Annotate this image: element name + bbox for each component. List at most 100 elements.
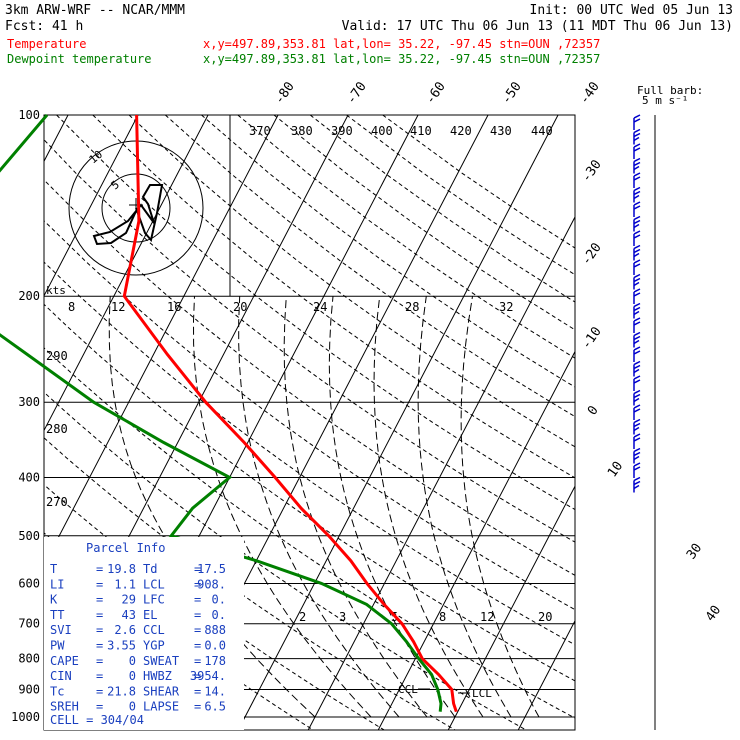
wind-barb <box>633 331 641 348</box>
parcel-equals-sign: = <box>96 608 103 622</box>
parcel-equals-sign: = <box>194 684 201 698</box>
barb-legend-line1: Full barb: <box>637 84 703 97</box>
hodograph-speed-tick: 16 <box>167 300 181 314</box>
moist-adiabat-line <box>328 296 456 718</box>
mixing-ratio-tick: 20 <box>538 610 552 624</box>
wind-barb <box>633 375 641 391</box>
parcel-param-name: CCL <box>143 623 165 637</box>
pressure-label-800: 800 <box>18 652 40 666</box>
hodograph-speed-tick: 8 <box>68 300 75 314</box>
wind-barb <box>633 230 641 246</box>
wind-barb <box>633 404 641 420</box>
wind-barb <box>633 128 641 145</box>
theta-tick: 380 <box>291 124 313 138</box>
parcel-param-name: Td <box>143 562 157 576</box>
parcel-param-name: SWEAT <box>143 654 179 668</box>
parcel-equals-sign: = <box>96 593 103 607</box>
parcel-info-row: Tc 21.8 SHEAR 14.= = <box>50 684 226 698</box>
dewpoint-legend-label: Dewpoint temperature <box>7 52 152 66</box>
parcel-param-value: 908. <box>197 577 226 591</box>
parcel-equals-sign: = <box>194 608 201 622</box>
hodograph-speed-tick: 20 <box>233 300 247 314</box>
wind-barb <box>633 317 641 333</box>
parcel-info-row: CIN 0 HWBZ 3954.= = <box>50 669 226 683</box>
parcel-param-value: 14. <box>204 684 226 698</box>
hodograph-trace <box>92 184 164 246</box>
dewpoint-location: x,y=497.89,353.81 lat,lon= 35.22, -97.45… <box>203 52 600 66</box>
hodograph-speed-tick: 32 <box>499 300 513 314</box>
wind-barb <box>633 476 641 493</box>
isotherm-line <box>307 215 575 730</box>
pressure-label-200: 200 <box>18 289 40 303</box>
theta-tick: 370 <box>249 124 271 138</box>
model-title: 3km ARW-WRF -- NCAR/MMM <box>5 3 185 18</box>
mixing-ratio-tick: 3 <box>339 610 346 624</box>
parcel-equals-sign: = <box>96 623 103 637</box>
parcel-param-name: EL <box>143 608 157 622</box>
isotherm-line <box>447 485 575 730</box>
parcel-param-value: 0 <box>129 654 136 668</box>
parcel-param-name: HWBZ <box>143 669 172 683</box>
isotherm-line <box>237 115 559 730</box>
wind-barb <box>633 389 641 406</box>
parcel-equals-sign: = <box>96 577 103 591</box>
dewpoint-profile <box>0 114 443 712</box>
parcel-param-value: 2.6 <box>114 623 136 637</box>
mixing-ratio-tick: 12 <box>480 610 494 624</box>
wind-barb <box>633 172 641 188</box>
parcel-param-name: PW <box>50 639 65 653</box>
wind-barb <box>633 418 641 435</box>
dry-adiabat-line <box>44 261 575 646</box>
parcel-info-cell: CELL = 304/04 <box>50 713 144 727</box>
parcel-equals-sign: = <box>96 684 103 698</box>
init-time: Init: 00 UTC Wed 05 Jun 13 <box>530 3 734 18</box>
theta-tick: 420 <box>450 124 472 138</box>
parcel-equals-sign: = <box>194 562 201 576</box>
lcl-marker-label: LCL <box>472 687 492 700</box>
mixing-ratio-tick: 2 <box>299 610 306 624</box>
dry-adiabat-line <box>44 139 575 543</box>
parcel-info-row: T 19.8 Td 17.5= = <box>50 562 226 576</box>
parcel-equals-sign: = <box>96 654 103 668</box>
pressure-label-900: 900 <box>18 682 40 696</box>
right-temp-tick: 40 <box>703 603 724 624</box>
wind-barb <box>633 201 641 217</box>
parcel-info-title: Parcel Info <box>86 541 165 555</box>
parcel-param-name: LFC <box>143 593 165 607</box>
theta-tick: 410 <box>410 124 432 138</box>
wind-barb <box>633 244 641 261</box>
pressure-label-700: 700 <box>18 617 40 631</box>
wind-barb <box>633 114 641 130</box>
wind-barb <box>633 462 641 478</box>
hodograph-speed-tick: 24 <box>313 300 327 314</box>
theta-tick: 440 <box>531 124 553 138</box>
parcel-param-name: LCL <box>143 577 165 591</box>
parcel-param-name: LAPSE <box>143 700 179 714</box>
parcel-info-background <box>44 537 244 730</box>
parcel-param-value: 43 <box>122 608 136 622</box>
parcel-equals-sign: = <box>194 700 201 714</box>
dry-adiabat-line <box>44 347 575 719</box>
wind-barb <box>633 273 641 290</box>
barb-legend-line2: 5 m s⁻¹ <box>642 94 688 107</box>
wind-barb <box>633 259 641 275</box>
dry-adiabat-line <box>44 179 575 576</box>
parcel-param-value: 888 <box>204 623 226 637</box>
isotherm-line <box>44 115 139 297</box>
wind-barb <box>633 157 641 174</box>
parcel-info-row: PW 3.55 YGP 0.0= = <box>50 639 226 653</box>
parcel-equals-sign: = <box>194 654 201 668</box>
parcel-param-value: 3954. <box>190 669 226 683</box>
temperature-legend-label: Temperature <box>7 37 86 51</box>
parcel-info-row: K 29 LFC 0. = = <box>50 593 226 607</box>
parcel-param-name: SVI <box>50 623 72 637</box>
wind-barb <box>633 186 641 203</box>
parcel-equals-sign: = <box>194 669 201 683</box>
parcel-param-value: 0. <box>212 593 226 607</box>
pressure-label-300: 300 <box>18 395 40 409</box>
right-temp-tick: 30 <box>684 541 705 562</box>
wind-barb <box>633 433 641 449</box>
parcel-equals-sign: = <box>96 639 103 653</box>
parcel-param-name: SREH <box>50 700 79 714</box>
parcel-param-name: LI <box>50 577 64 591</box>
